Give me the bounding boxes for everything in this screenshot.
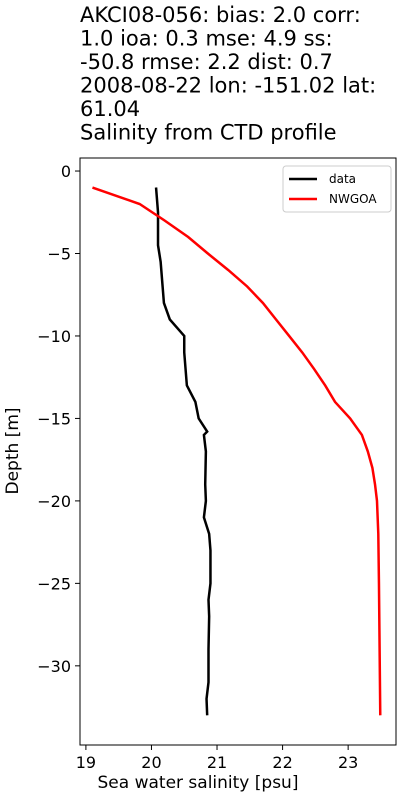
legend-box: [282, 165, 392, 213]
y-tick-label: −5: [47, 244, 71, 263]
chart-title: Salinity from CTD profile: [80, 121, 337, 145]
y-tick-label: −15: [37, 409, 71, 428]
y-tick-label: −30: [37, 657, 71, 676]
series-line: [92, 186, 382, 716]
x-tick-label: 20: [141, 753, 161, 772]
x-tick-label: 19: [76, 753, 96, 772]
x-axis-label: Sea water salinity [psu]: [98, 773, 299, 793]
y-tick-label: 0: [61, 162, 71, 181]
y-axis-label: Depth [m]: [3, 407, 23, 494]
chart-title: AKCI08-056: bias: 2.0 corr:: [80, 3, 361, 27]
chart-title: -50.8 rmse: 2.2 dist: 0.7: [80, 50, 333, 74]
legend-label: NWGOA: [329, 192, 377, 206]
chart-title: 1.0 ioa: 0.3 mse: 4.9 ss:: [80, 27, 333, 51]
chart-title: 61.04: [80, 97, 140, 121]
y-tick-label: −10: [37, 327, 71, 346]
chart-title: 2008-08-22 lon: -151.02 lat:: [80, 74, 376, 98]
x-tick-label: 22: [272, 753, 292, 772]
series-line: [154, 187, 212, 716]
y-tick-label: −25: [37, 574, 71, 593]
legend-label: data: [329, 172, 356, 186]
x-tick-label: 23: [338, 753, 358, 772]
y-tick-label: −20: [37, 492, 71, 511]
x-tick-label: 21: [207, 753, 227, 772]
plot-frame: [79, 157, 397, 746]
